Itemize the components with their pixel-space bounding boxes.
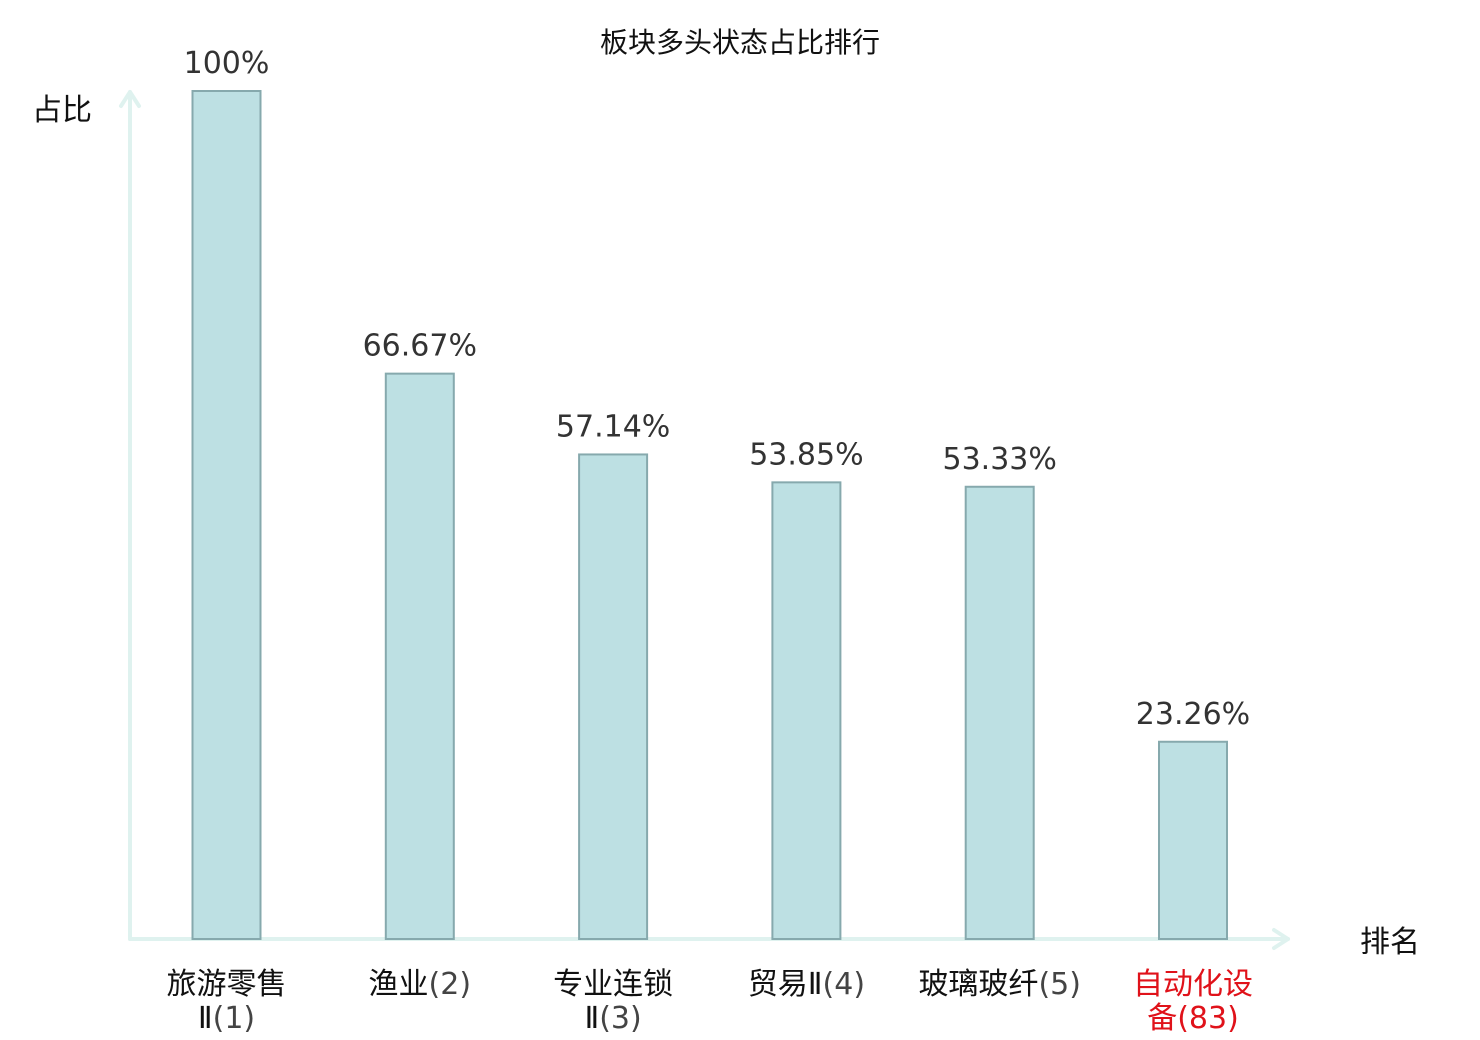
value-labels: 100% 66.67% 57.14% 53.85% 53.33% 23.26% bbox=[184, 46, 1251, 732]
x-tick-label-name: 渔业 bbox=[369, 967, 429, 1002]
x-tick-label-name: 自动化设 bbox=[1133, 967, 1253, 1002]
data-label: 23.26% bbox=[1136, 697, 1250, 732]
x-axis-arrow bbox=[1272, 928, 1290, 950]
x-tick-label-name: 贸易Ⅱ bbox=[748, 967, 823, 1002]
data-label: 66.67% bbox=[363, 329, 477, 364]
bar bbox=[191, 90, 262, 940]
y-axis-arrow bbox=[119, 90, 141, 108]
y-axis-label: 占比 bbox=[32, 93, 92, 128]
x-tick-label: 专业连锁 Ⅱ(3) bbox=[553, 967, 673, 1036]
bar bbox=[964, 485, 1035, 940]
data-label: 53.85% bbox=[749, 437, 863, 472]
x-tick-label-name: 旅游零售 bbox=[167, 967, 287, 1002]
x-tick-label: 旅游零售 Ⅱ(1) bbox=[167, 967, 287, 1036]
x-tick-label-rank: (2) bbox=[429, 967, 472, 1002]
bar bbox=[578, 453, 649, 940]
x-tick-label-name: Ⅱ bbox=[584, 1001, 599, 1036]
x-tick-label-rank: (5) bbox=[1038, 967, 1081, 1002]
bar bbox=[384, 372, 455, 940]
bar bbox=[1158, 740, 1228, 940]
axes bbox=[119, 90, 1290, 950]
x-axis-label: 排名 bbox=[1360, 925, 1420, 960]
x-tick-label: 自动化设备(83) bbox=[1133, 967, 1253, 1036]
category-labels: 旅游零售 Ⅱ(1)渔业(2) 专业连锁 Ⅱ(3)贸易Ⅱ(4) 玻璃玻纤(5) 自动化设备(… bbox=[167, 967, 1254, 1036]
bars bbox=[191, 90, 1228, 940]
x-tick-label-name: Ⅱ bbox=[198, 1001, 213, 1036]
x-tick-label-name: 专业连锁 bbox=[553, 967, 673, 1002]
x-tick-label-rank: (3) bbox=[599, 1001, 642, 1036]
data-label: 100% bbox=[184, 46, 270, 81]
x-tick-label: 玻璃玻纤(5) bbox=[918, 967, 1080, 1002]
bar bbox=[771, 481, 842, 940]
x-tick-label-rank: (83) bbox=[1177, 1001, 1239, 1036]
x-tick-label-name: 玻璃玻纤 bbox=[918, 967, 1038, 1002]
chart-title: 板块多头状态占比排行 bbox=[600, 26, 880, 59]
x-tick-label: 渔业(2) bbox=[369, 967, 472, 1002]
x-tick-label: 贸易Ⅱ(4) bbox=[748, 967, 865, 1002]
x-tick-label-rank: (4) bbox=[823, 967, 866, 1002]
x-tick-label-rank: (1) bbox=[213, 1001, 256, 1036]
x-tick-label-name: 备 bbox=[1147, 1001, 1177, 1036]
data-label: 53.33% bbox=[943, 442, 1057, 477]
data-label: 57.14% bbox=[556, 409, 670, 444]
